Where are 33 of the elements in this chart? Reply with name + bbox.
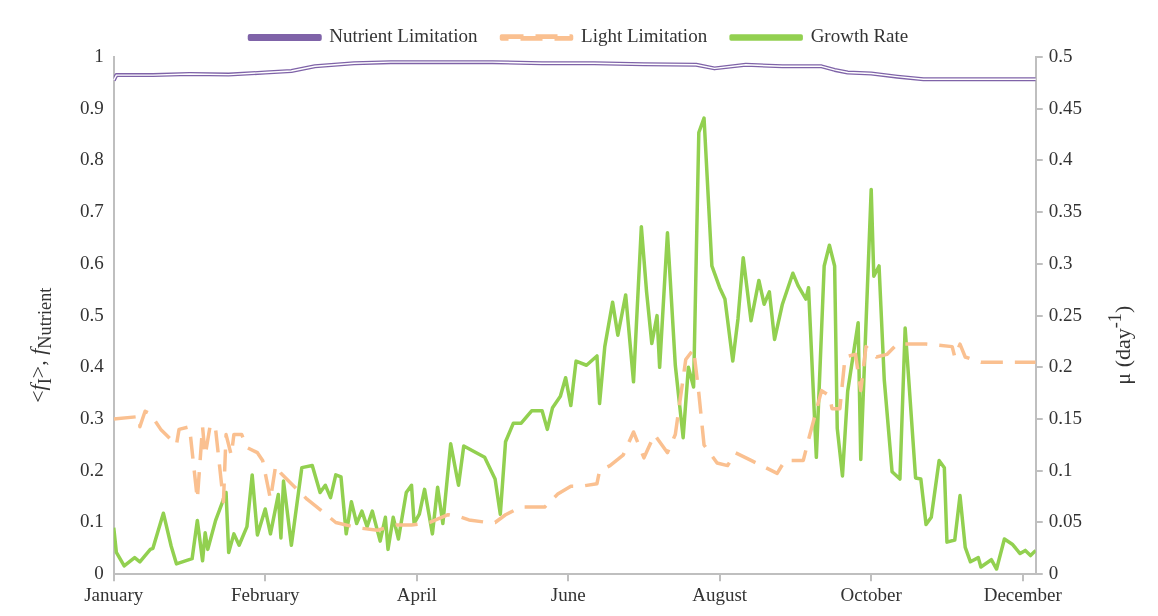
x-tick-label: December	[983, 583, 1063, 605]
y2-tick-label: 0.45	[1048, 96, 1082, 118]
y2-tick-label: 0.25	[1048, 303, 1082, 325]
y-tick-label: 0.1	[80, 510, 104, 532]
x-tick-label: June	[550, 583, 586, 605]
y-tick-label: 0.6	[80, 251, 104, 273]
y-tick-label: 0.3	[80, 407, 104, 429]
x-tick-label: April	[396, 583, 437, 605]
y-tick-label: 0	[94, 562, 104, 584]
y-tick-label: 0.2	[80, 458, 104, 480]
y2-tick-label: 0.5	[1048, 44, 1073, 66]
y2-tick-label: 0	[1048, 562, 1059, 584]
y-tick-label: 1	[94, 44, 104, 66]
y2-tick-label: 0.35	[1048, 200, 1082, 222]
y2-tick-label: 0.3	[1048, 251, 1073, 273]
legend-label: Nutrient Limitation	[329, 25, 479, 47]
x-tick-label: February	[230, 583, 301, 605]
y2-tick-label: 0.1	[1048, 458, 1073, 480]
y2-tick-label: 0.05	[1048, 510, 1082, 532]
x-tick-label: October	[840, 583, 903, 605]
y2-tick-label: 0.4	[1048, 148, 1073, 170]
y-tick-label: 0.5	[80, 303, 104, 325]
x-tick-label: August	[692, 583, 748, 605]
x-tick-label: January	[84, 583, 144, 605]
legend-label: Growth Rate	[810, 25, 909, 47]
y-tick-label: 0.8	[80, 148, 104, 170]
y-tick-label: 0.4	[80, 355, 105, 377]
y-tick-label: 0.7	[80, 200, 104, 222]
legend-label: Light Limitation	[581, 25, 708, 47]
y2-tick-label: 0.15	[1048, 407, 1082, 429]
y2-tick-label: 0.2	[1048, 355, 1073, 377]
y-tick-label: 0.9	[80, 96, 104, 118]
line-series	[113, 342, 1036, 532]
